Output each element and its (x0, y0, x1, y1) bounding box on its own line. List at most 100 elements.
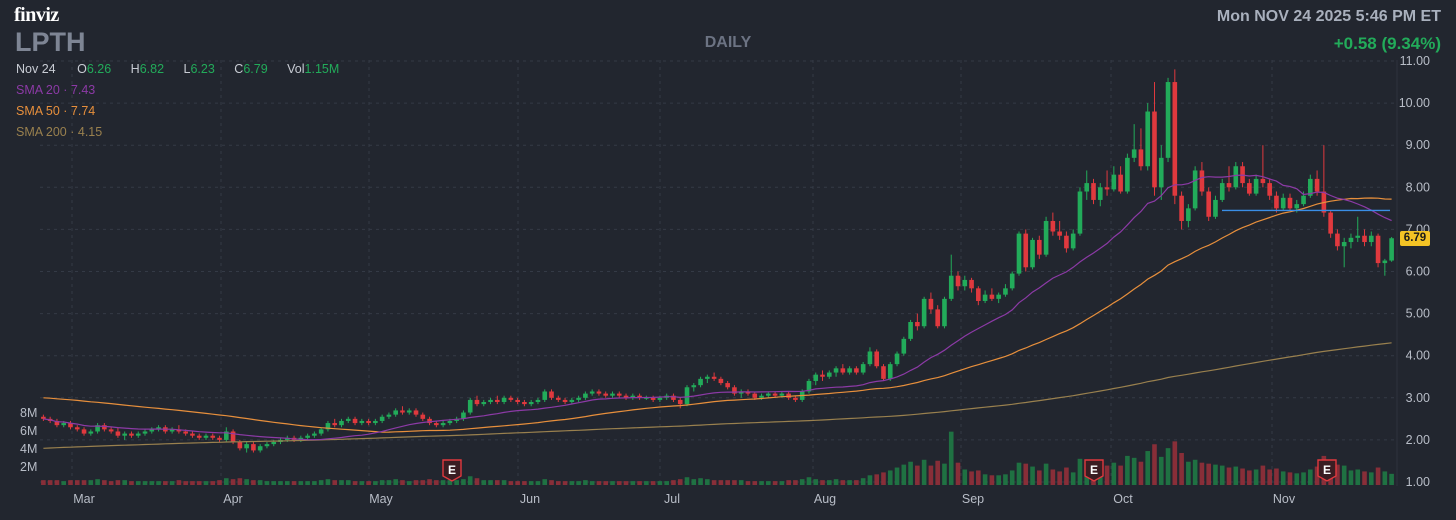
candle-body (854, 368, 859, 373)
candle-body (847, 368, 852, 373)
volume-bar (542, 479, 548, 485)
volume-bar (420, 480, 426, 485)
candle-body (1328, 212, 1333, 234)
volume-bar (196, 481, 202, 485)
volume-value: 1.15M (304, 62, 340, 76)
volume-bar (108, 481, 114, 485)
candle-body (806, 380, 812, 392)
volume-bar (698, 478, 703, 485)
candle-body (393, 410, 398, 415)
x-tick-label: Oct (1113, 492, 1133, 506)
candle-body (881, 366, 886, 379)
volume-bar (772, 481, 778, 485)
volume-bar (244, 479, 249, 485)
y-tick-label: 2.00 (1406, 433, 1430, 447)
ohlc-date: Nov 24 (16, 62, 56, 76)
candle-body (135, 433, 141, 436)
volume-bar (1341, 465, 1347, 485)
candle-body (149, 429, 155, 432)
volume-bar (413, 480, 419, 485)
volume-bar (657, 481, 663, 485)
candle-body (61, 423, 67, 426)
candle-body (257, 446, 263, 451)
volume-bar (1050, 469, 1056, 485)
candle-body (176, 429, 182, 432)
volume-bar (264, 481, 270, 485)
moving-averages (43, 174, 1392, 449)
candle-body (508, 397, 514, 400)
volume-bar (840, 480, 846, 485)
volume-bar (847, 480, 852, 485)
volume-bar (1057, 471, 1062, 485)
candle-body (874, 351, 880, 367)
volume-bar (1274, 468, 1279, 485)
volume-bar (1003, 474, 1008, 485)
volume-bar (1158, 456, 1164, 485)
volume-bar (732, 480, 737, 485)
volume-bar (549, 480, 554, 485)
candle-body (1219, 183, 1225, 200)
candle-body (691, 385, 697, 388)
volume-bar (379, 480, 385, 485)
volume-bar (969, 471, 974, 485)
candle-body (705, 376, 710, 379)
candle-body (752, 393, 758, 398)
candle-body (745, 391, 751, 394)
candle-body (41, 416, 46, 419)
volume-bar (522, 481, 527, 485)
candle-body (400, 410, 405, 413)
candle-body (142, 431, 148, 434)
volume-bar (671, 480, 676, 485)
candle-body (1091, 183, 1096, 200)
volume-bar (569, 481, 575, 485)
volume-bar (928, 465, 934, 485)
volume-bar (1389, 473, 1394, 485)
volume-bar (982, 474, 988, 485)
candle-body (406, 410, 412, 413)
volume-bar (1064, 467, 1069, 485)
candle-body (1037, 239, 1042, 255)
candle-body (901, 338, 907, 354)
volume-bar (786, 480, 791, 485)
volume-bar (955, 462, 961, 485)
volume-bar (237, 478, 243, 485)
candle-body (779, 393, 785, 396)
volume-bar (833, 479, 839, 485)
candle-body (1341, 242, 1347, 247)
candle-body (942, 298, 947, 327)
candle-body (190, 433, 195, 436)
volume-tick-label: 8M (20, 406, 37, 420)
volume-bar (305, 481, 310, 485)
candle-body (1280, 197, 1286, 209)
volume-bar (406, 481, 412, 485)
volume-bar (793, 480, 798, 485)
candle-body (1152, 111, 1157, 188)
candle-body (840, 368, 846, 373)
volume-bar (481, 480, 487, 485)
volume-bar (332, 480, 338, 485)
candle-body (610, 393, 615, 396)
candle-body (996, 294, 1001, 299)
candle-body (576, 397, 581, 400)
finviz-logo[interactable]: finviz (14, 4, 59, 26)
low-value: 6.23 (190, 62, 215, 76)
y-tick-label: 5.00 (1406, 307, 1430, 321)
sma200-legend: SMA 200 · 4.15 (16, 125, 102, 139)
candle-body (982, 294, 988, 301)
volume-bar (467, 476, 473, 485)
candle-body (251, 444, 256, 451)
candle-body (467, 399, 473, 413)
candle-body (366, 420, 371, 424)
volume-bar (149, 481, 155, 485)
candle-body (732, 387, 737, 394)
candle-body (271, 442, 277, 445)
volume-bar (623, 481, 629, 485)
volume-bar (1016, 462, 1022, 485)
candle-body (1057, 231, 1062, 236)
volume-bar (257, 480, 263, 485)
candle-body (352, 418, 358, 424)
volume-bar (1368, 472, 1374, 485)
sma200-line (43, 342, 1392, 449)
volume-bar (230, 479, 236, 485)
